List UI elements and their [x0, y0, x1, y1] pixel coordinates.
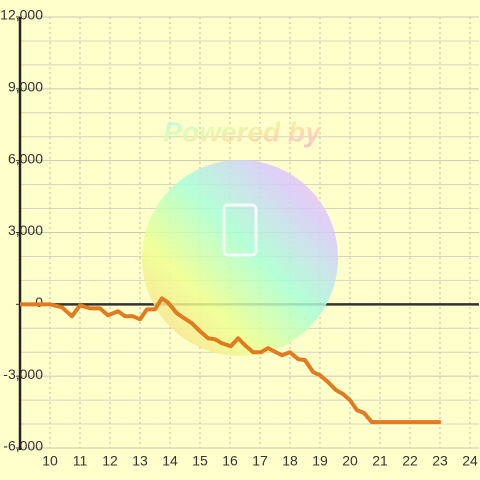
x-tick-label: 12 [102, 453, 118, 469]
x-tick-label: 16 [222, 453, 238, 469]
y-tick-label: 12,000 [0, 7, 43, 23]
x-tick-label: 18 [282, 453, 298, 469]
y-tick-label: -6,000 [3, 438, 43, 454]
x-tick-label: 20 [342, 453, 358, 469]
y-tick-label: 3,000 [8, 222, 43, 238]
x-tick-label: 23 [432, 453, 448, 469]
x-tick-label: 24 [462, 453, 478, 469]
x-tick-label: 10 [42, 453, 58, 469]
plot: -6,000 -3,000 0 3,000 6,000 9,000 12,000 10 11 12… [0, 7, 478, 469]
x-tick-label: 19 [312, 453, 328, 469]
x-tick-label: 17 [252, 453, 268, 469]
watermark-logo [142, 160, 338, 356]
watermark-icon [222, 203, 258, 257]
x-tick-label: 11 [73, 453, 88, 469]
x-tick-label: 21 [372, 453, 388, 469]
x-tick-label: 22 [402, 453, 418, 469]
y-tick-label: 6,000 [8, 150, 43, 166]
x-tick-label: 13 [132, 453, 148, 469]
y-tick-label: 9,000 [8, 79, 43, 95]
y-tick-label: 0 [35, 294, 43, 310]
watermark-text: Powered by [163, 116, 322, 147]
x-tick-label: 15 [192, 453, 208, 469]
y-tick-label: -3,000 [3, 366, 43, 382]
line [20, 296, 441, 425]
x-tick-label: 14 [162, 453, 178, 469]
